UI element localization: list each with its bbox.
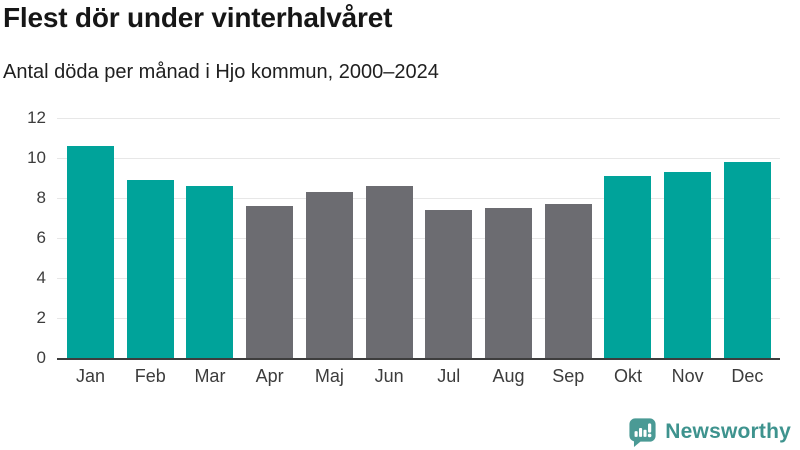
chart-subtitle: Antal döda per månad i Hjo kommun, 2000–… — [3, 61, 439, 83]
gridline-12 — [57, 117, 780, 119]
x-tick-label-aug: Aug — [492, 366, 525, 386]
x-tick-label-jan: Jan — [75, 366, 106, 386]
x-tick-label-jun: Jun — [374, 366, 404, 386]
bar-feb — [126, 180, 174, 358]
gridline-8 — [57, 197, 780, 199]
bar-apr — [246, 206, 294, 358]
y-tick-label-2: 2 — [36, 308, 46, 327]
gridline-10 — [57, 157, 780, 159]
newsworthy-logo-icon — [629, 418, 656, 447]
y-tick-label-12: 12 — [27, 108, 46, 127]
brand-footer: Newsworthy — [627, 416, 791, 447]
bar-mar — [186, 186, 234, 358]
bar-sep — [544, 204, 592, 358]
bar-okt — [604, 176, 652, 358]
bar-jan — [67, 146, 114, 358]
x-tick-label-maj: Maj — [314, 366, 344, 386]
gridline-4 — [57, 277, 780, 279]
bars — [57, 118, 780, 358]
x-tick-label-okt: Okt — [613, 366, 642, 386]
y-tick-label-4: 4 — [36, 268, 46, 287]
bar-maj — [305, 192, 353, 358]
bar-jun — [365, 186, 413, 358]
x-tick-label-sep: Sep — [552, 366, 585, 386]
bar-nov — [664, 172, 712, 358]
gridline-6 — [57, 237, 780, 239]
x-tick-label-dec: Dec — [731, 366, 764, 386]
y-tick-label-6: 6 — [36, 228, 46, 247]
chart-title: Flest dör under vinterhalvåret — [3, 2, 393, 33]
bar-jul — [425, 210, 473, 358]
x-tick-label-apr: Apr — [255, 366, 284, 386]
y-tick-label-8: 8 — [36, 188, 46, 207]
x-tick-label-nov: Nov — [671, 366, 704, 386]
y-tick-label-0: 0 — [36, 348, 46, 367]
brand-name: Newsworthy — [665, 419, 791, 443]
x-axis: Jan Feb Mar Apr Maj Jun Jul Aug Sep Okt Nov Dec — [57, 366, 780, 387]
plot-area — [57, 117, 780, 360]
x-tick-label-jul: Jul — [437, 366, 461, 386]
y-axis: 0 2 4 6 8 10 12 — [0, 108, 46, 367]
gridline-2 — [57, 317, 780, 319]
x-tick-label-feb: Feb — [134, 366, 166, 386]
bar-aug — [485, 208, 533, 358]
x-tick-label-mar: Mar — [194, 366, 226, 386]
bar-dec — [723, 162, 771, 358]
y-tick-label-10: 10 — [27, 148, 46, 167]
